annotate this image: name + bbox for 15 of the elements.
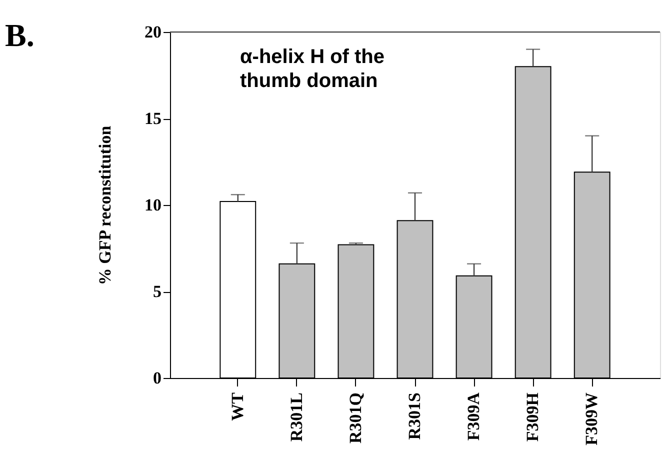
chart-title: B. — [5, 17, 34, 53]
y-tick-label: 5 — [153, 282, 162, 301]
x-tick-label: F309A — [464, 392, 484, 441]
x-tick-label: R301L — [286, 392, 306, 442]
x-tick-label: R301Q — [346, 392, 365, 444]
x-tick-label: WT — [228, 392, 247, 421]
y-tick-label: 10 — [144, 196, 162, 214]
x-tick-label: F309H — [523, 392, 542, 442]
y-tick-label: 20 — [144, 22, 162, 42]
annotation: α-helix H of the thumb domain — [240, 46, 385, 92]
x-tick-label: F309W — [582, 392, 602, 446]
y-tick-label: 0 — [153, 368, 162, 388]
y-tick-label: 15 — [144, 109, 162, 128]
y-axis-title: % GFP reconstitution — [96, 125, 114, 286]
x-tick-label: R301S — [405, 392, 424, 440]
